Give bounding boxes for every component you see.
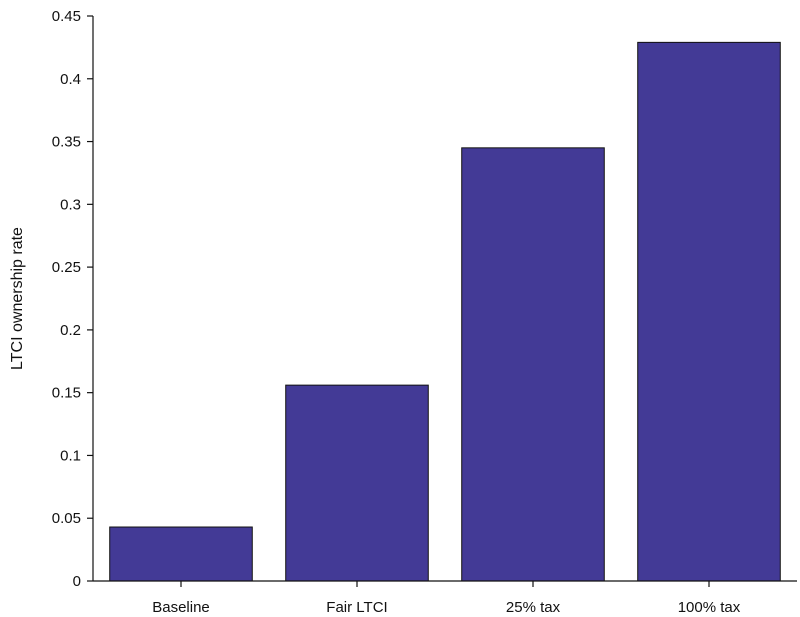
y-tick-label: 0.2: [60, 322, 81, 339]
y-tick-label: 0.1: [60, 447, 81, 464]
y-tick-label: 0: [73, 573, 81, 590]
x-tick-label: 25% tax: [506, 599, 561, 616]
y-tick-label: 0.45: [52, 8, 81, 25]
x-tick-label: Fair LTCI: [326, 599, 387, 616]
y-axis-label: LTCI ownership rate: [9, 227, 26, 370]
x-tick-label: 100% tax: [678, 599, 741, 616]
y-tick-label: 0.25: [52, 259, 81, 276]
bar-25-tax: [461, 147, 605, 582]
x-axis-ticks: Baseline Fair LTCI 25% tax 100% tax: [152, 581, 741, 616]
bar-100-tax: [637, 41, 781, 582]
y-axis-ticks: 0 0.05 0.1 0.15 0.2 0.25 0.3 0.35 0.4 0.45: [52, 8, 93, 590]
y-tick-label: 0.3: [60, 196, 81, 213]
y-tick-label: 0.35: [52, 134, 81, 151]
y-tick-label: 0.05: [52, 510, 81, 527]
x-tick-label: Baseline: [152, 599, 210, 616]
y-tick-label: 0.15: [52, 385, 81, 402]
y-tick-label: 0.4: [60, 71, 81, 88]
bar-fair-ltci: [285, 384, 429, 582]
bar-baseline: [109, 526, 253, 582]
bars-group: [109, 41, 781, 582]
